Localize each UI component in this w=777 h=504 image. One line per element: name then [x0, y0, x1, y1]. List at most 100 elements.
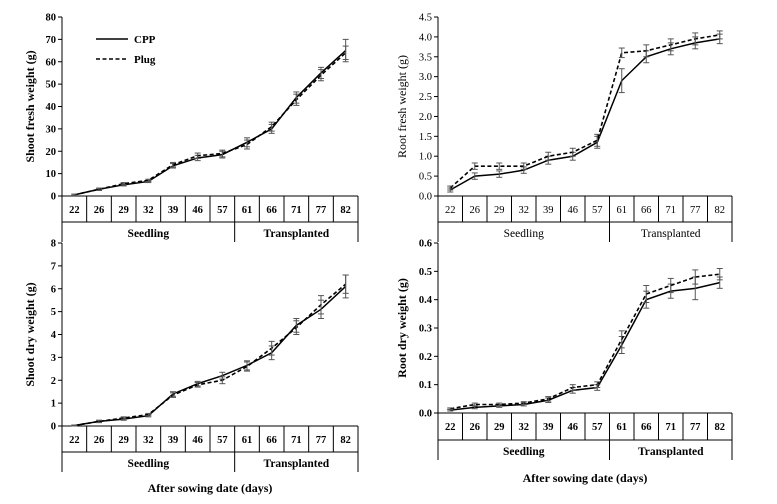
y-tick-label: 3.0	[419, 72, 432, 83]
y-tick-label: 1.0	[419, 152, 432, 163]
x-tick-label: 29	[118, 435, 129, 446]
series-0	[447, 33, 723, 193]
x-tick-label: 29	[494, 422, 505, 433]
y-tick-label: 70	[46, 35, 57, 46]
x-tick-label: 22	[69, 435, 80, 446]
series-0	[71, 38, 349, 197]
x-tick-label: 77	[316, 435, 327, 446]
group-label-transplanted: Transplanted	[264, 228, 330, 240]
series-line-solid	[450, 281, 720, 411]
y-tick-label: 0.1	[419, 380, 432, 391]
x-tick-label: 77	[690, 205, 701, 216]
y-tick-label: 50	[46, 80, 57, 91]
y-axis-title: Root dry weight (g)	[395, 278, 409, 378]
group-label-seedling: Seedling	[128, 228, 170, 240]
x-tick-label: 26	[470, 205, 481, 216]
group-label-seedling: Seedling	[504, 228, 544, 240]
y-tick-label: 0.6	[419, 239, 432, 250]
y-tick-label: 0	[51, 192, 56, 203]
x-tick-label: 61	[617, 205, 628, 216]
series-1	[447, 30, 723, 191]
series-line-dashed	[449, 34, 720, 189]
x-tick-label: 61	[242, 435, 253, 446]
series-line-plug	[74, 52, 347, 196]
series-line-dashed	[74, 283, 347, 427]
chart-panel-top-left: 0 10 20 30 40 50 60 70 80 Shoot fresh weight (g) 2…	[23, 13, 359, 242]
series-1	[71, 45, 349, 197]
y-tick-label: 8	[51, 239, 56, 250]
y-tick-label: 4.5	[419, 13, 432, 24]
series-line-solid	[74, 285, 347, 427]
x-tick-label: 46	[192, 205, 203, 216]
y-tick-label: 3	[51, 353, 56, 364]
y-tick-label: 10	[46, 169, 57, 180]
x-tick-label: 61	[617, 422, 628, 433]
series-0	[71, 274, 349, 427]
x-tick-label: 66	[641, 205, 652, 216]
chart-panel-bottom-left: 0 1 2 3 4 5 6 7 8 Shoot dry weight (g) 22 26 29 32 39 4…	[23, 239, 359, 495]
x-tick-label: 66	[266, 435, 277, 446]
y-tick-label: 30	[46, 124, 57, 135]
x-tick-label: 66	[266, 205, 277, 216]
legend: CPP Plug	[96, 34, 156, 66]
x-tick-label: 29	[494, 205, 505, 216]
x-tick-label: 26	[94, 435, 105, 446]
x-tick-label: 66	[641, 422, 652, 433]
series-line-dashed	[450, 273, 720, 410]
y-tick-label: 5	[51, 307, 56, 318]
y-tick-label: 0.2	[419, 352, 432, 363]
x-tick-label: 57	[217, 205, 228, 216]
x-tick-label: 57	[217, 435, 228, 446]
x-tick-label: 32	[143, 435, 154, 446]
x-tick-label: 77	[690, 422, 701, 433]
y-tick-label: 0	[51, 422, 56, 433]
group-label-seedling: Seedling	[128, 458, 170, 470]
x-tick-label: 46	[568, 422, 579, 433]
x-tick-label: 57	[592, 205, 603, 216]
series-0	[447, 276, 723, 412]
x-tick-label: 71	[291, 205, 302, 216]
y-tick-label: 0.3	[419, 324, 432, 335]
legend-label-cpp: CPP	[134, 34, 156, 46]
y-tick-label: 0.5	[419, 172, 432, 183]
x-tick-label: 39	[168, 205, 179, 216]
x-tick-label: 71	[666, 205, 677, 216]
y-tick-label: 1	[51, 399, 56, 410]
y-tick-label: 20	[46, 147, 57, 158]
x-tick-label: 77	[316, 205, 327, 216]
chart-panel-bottom-right: 0.0 0.1 0.2 0.3 0.4 0.5 0.6 Root dry weight (g)…	[395, 239, 733, 485]
x-tick-label: 39	[168, 435, 179, 446]
y-tick-label: 0.0	[419, 192, 432, 203]
group-label-transplanted: Transplanted	[638, 446, 704, 458]
y-axis-title: Shoot fresh weight (g)	[23, 50, 37, 162]
x-tick-label: 32	[519, 205, 530, 216]
x-tick-label: 22	[69, 205, 80, 216]
y-tick-label: 2	[51, 376, 56, 387]
y-tick-label: 2.5	[419, 92, 432, 103]
y-axis-title: Shoot dry weight (g)	[23, 282, 37, 386]
y-tick-label: 7	[51, 261, 56, 272]
legend-label-plug: Plug	[134, 54, 156, 66]
group-label-seedling: Seedling	[503, 446, 545, 458]
x-tick-label: 71	[666, 422, 677, 433]
y-tick-label: 80	[46, 13, 57, 24]
x-tick-label: 46	[568, 205, 579, 216]
y-axis-title: Root fresh weight (g)	[395, 55, 409, 158]
x-axis-title: After sowing date (days)	[523, 471, 648, 485]
x-tick-label: 26	[94, 205, 105, 216]
y-tick-label: 0.5	[419, 267, 432, 278]
x-axis-title: After sowing date (days)	[148, 481, 273, 495]
x-tick-label: 22	[445, 422, 456, 433]
x-tick-label: 71	[291, 435, 302, 446]
series-1	[447, 268, 723, 411]
y-tick-label: 6	[51, 284, 56, 295]
x-tick-label: 26	[470, 422, 481, 433]
group-label-transplanted: Transplanted	[641, 228, 701, 240]
x-tick-label: 82	[340, 435, 351, 446]
x-tick-label: 39	[543, 422, 554, 433]
x-tick-label: 32	[519, 422, 530, 433]
x-tick-label: 82	[715, 205, 726, 216]
series-line-cpp	[74, 50, 347, 196]
y-tick-label: 4	[51, 330, 57, 341]
